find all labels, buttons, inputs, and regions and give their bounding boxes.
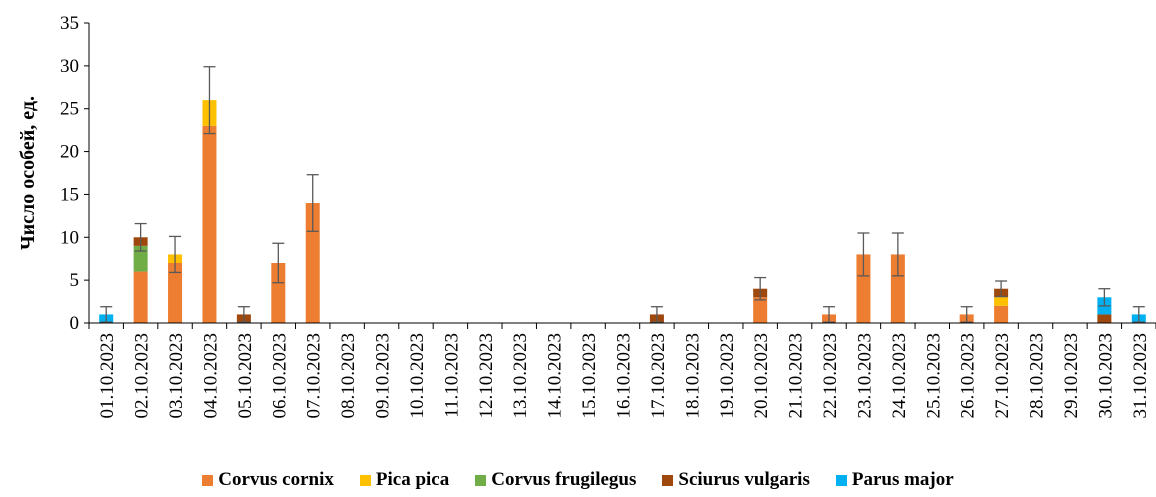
chart-plot-area: 0 5 10 15 20 25 30 35 01.10.2023 02.10.2023 03.10…	[17, 13, 1156, 419]
error-bar	[134, 222, 147, 252]
x-tick-label: 13.10.2023	[510, 333, 531, 419]
error-bar	[272, 242, 285, 284]
bar-segment	[133, 271, 148, 323]
x-tick-label: 31.10.2023	[1130, 333, 1151, 419]
y-tick-label: 0	[70, 313, 80, 334]
x-tick-label: 12.10.2023	[476, 333, 497, 419]
y-tick-label: 30	[60, 56, 79, 77]
x-axis: 01.10.2023 02.10.2023 03.10.2023 04.10.2023…	[88, 322, 1156, 419]
legend-swatch	[835, 474, 847, 486]
legend-label: Parus major	[851, 469, 954, 490]
bar-segment	[1097, 314, 1112, 323]
x-tick-label: 09.10.2023	[373, 333, 394, 419]
error-bar	[995, 280, 1008, 298]
bar-segment	[856, 254, 871, 323]
x-tick-label: 17.10.2023	[648, 333, 669, 419]
error-bar	[237, 306, 250, 323]
y-tick-label: 35	[60, 13, 79, 34]
y-tick-label: 20	[60, 142, 79, 163]
y-axis-label: Число особей, ед.	[17, 96, 39, 250]
y-tick-label: 5	[70, 270, 80, 291]
legend-label: Sciurus vulgaris	[678, 469, 810, 490]
legend-swatch	[662, 474, 674, 486]
error-bar	[1132, 306, 1145, 323]
y-tick-label: 15	[60, 184, 79, 205]
bar-segment	[753, 297, 768, 323]
legend-item: Pica pica	[359, 469, 450, 491]
x-tick-label: 16.10.2023	[614, 333, 635, 419]
error-bar	[169, 235, 182, 274]
bar-segment	[994, 297, 1009, 306]
x-tick-label: 06.10.2023	[269, 333, 290, 419]
x-tick-label: 10.10.2023	[407, 333, 428, 419]
error-bar	[857, 232, 870, 277]
bar-segment	[202, 125, 217, 323]
x-tick-label: 18.10.2023	[682, 333, 703, 419]
x-tick-label: 03.10.2023	[166, 333, 187, 419]
error-bar	[891, 232, 904, 277]
error-bar	[823, 306, 836, 323]
x-tick-label: 19.10.2023	[717, 333, 738, 419]
bar-segment	[168, 263, 183, 323]
legend-swatch	[202, 474, 214, 486]
legend-item: Parus major	[835, 469, 954, 491]
error-bar	[650, 306, 663, 323]
x-tick-label: 30.10.2023	[1095, 333, 1116, 419]
x-tick-label: 08.10.2023	[338, 333, 359, 419]
bar-segment	[305, 203, 320, 323]
legend-label: Pica pica	[375, 469, 450, 490]
x-tick-label: 14.10.2023	[545, 333, 566, 419]
error-bar	[754, 276, 767, 301]
x-tick-label: 26.10.2023	[958, 333, 979, 419]
x-tick-label: 01.10.2023	[97, 333, 118, 419]
x-tick-label: 29.10.2023	[1061, 333, 1082, 419]
error-bars	[100, 66, 1145, 323]
legend-label: Corvus frugilegus	[491, 469, 637, 490]
y-tick-label: 25	[60, 99, 79, 120]
error-bar	[203, 66, 216, 135]
error-bar	[100, 306, 113, 323]
y-axis: 0 5 10 15 20 25 30 35	[60, 13, 90, 334]
x-tick-label: 23.10.2023	[854, 333, 875, 419]
legend-swatch	[475, 474, 487, 486]
error-bar	[960, 306, 973, 323]
x-tick-label: 04.10.2023	[200, 333, 221, 419]
x-tick-label: 05.10.2023	[235, 333, 256, 419]
x-tick-label: 02.10.2023	[132, 333, 153, 419]
legend-item: Corvus cornix	[202, 469, 334, 491]
bar-segment	[994, 305, 1009, 323]
legend-item: Corvus frugilegus	[475, 469, 636, 491]
x-tick-label: 25.10.2023	[923, 333, 944, 419]
x-tick-label: 11.10.2023	[441, 333, 462, 418]
error-bar	[306, 174, 319, 232]
bars	[99, 100, 1146, 323]
x-tick-label: 21.10.2023	[786, 333, 807, 419]
x-tick-label: 15.10.2023	[579, 333, 600, 419]
x-tick-label: 27.10.2023	[992, 333, 1013, 419]
legend-item: Sciurus vulgaris	[662, 469, 810, 491]
x-tick-label: 28.10.2023	[1027, 333, 1048, 419]
bar-segment	[133, 245, 148, 272]
error-bar	[1098, 288, 1111, 307]
bar-segment	[271, 263, 286, 323]
bar-segment	[890, 254, 905, 323]
legend-label: Corvus cornix	[218, 469, 334, 490]
x-tick-label: 24.10.2023	[889, 333, 910, 419]
y-tick-label: 10	[60, 227, 79, 248]
x-tick-label: 22.10.2023	[820, 333, 841, 419]
legend: Corvus cornix Pica pica Corvus frugilegus S…	[0, 467, 1156, 493]
x-tick-label: 07.10.2023	[304, 333, 325, 419]
x-tick-label: 20.10.2023	[751, 333, 772, 419]
legend-swatch	[359, 474, 371, 486]
